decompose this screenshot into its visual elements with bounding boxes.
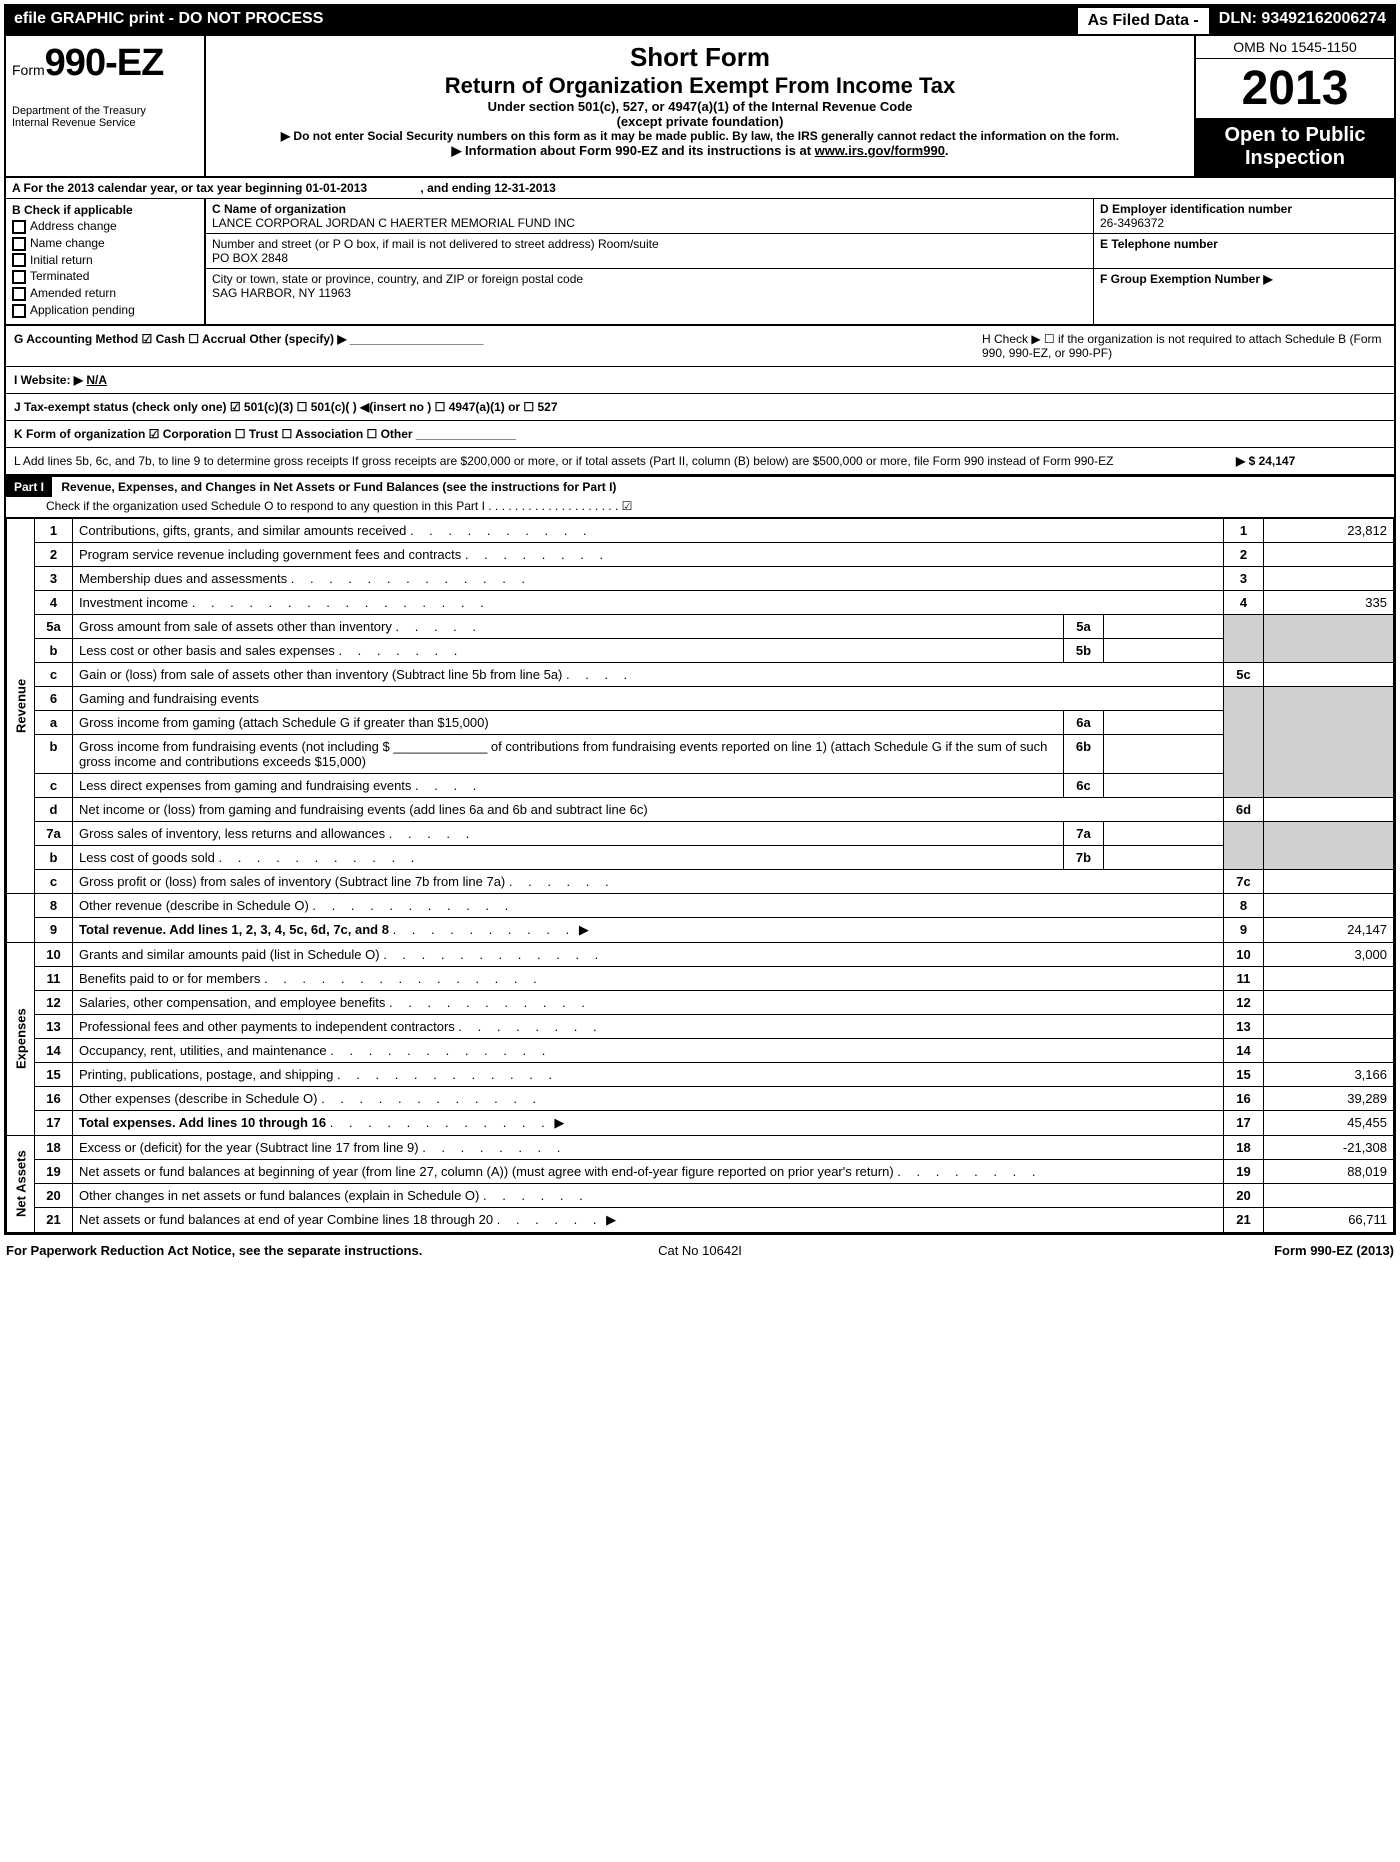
subtitle-section: Under section 501(c), 527, or 4947(a)(1)… <box>218 99 1182 114</box>
line-k: K Form of organization ☑ Corporation ☐ T… <box>6 421 1394 448</box>
website-value: N/A <box>86 373 107 387</box>
val-16: 39,289 <box>1264 1086 1394 1110</box>
header-left: Form990-EZ Department of the Treasury In… <box>6 36 206 176</box>
c-city-value: SAG HARBOR, NY 11963 <box>212 286 1087 300</box>
title-return: Return of Organization Exempt From Incom… <box>218 73 1182 99</box>
chk-address[interactable] <box>12 220 26 234</box>
chk-name[interactable] <box>12 237 26 251</box>
c-city-label: City or town, state or province, country… <box>212 272 1087 286</box>
val-1: 23,812 <box>1264 518 1394 542</box>
tax-year: 2013 <box>1196 59 1394 118</box>
part-1-label: Part I <box>6 477 52 497</box>
header: Form990-EZ Department of the Treasury In… <box>6 36 1394 178</box>
info-link[interactable]: www.irs.gov/form990 <box>815 143 945 158</box>
form-990ez: efile GRAPHIC print - DO NOT PROCESS As … <box>4 4 1396 1235</box>
line-i: I Website: ▶ N/A <box>6 367 1394 394</box>
val-18: -21,308 <box>1264 1135 1394 1159</box>
side-expenses: Expenses <box>7 942 35 1135</box>
chk-terminated[interactable] <box>12 270 26 284</box>
efile-topbar: efile GRAPHIC print - DO NOT PROCESS As … <box>6 6 1394 36</box>
c-name-label: C Name of organization <box>212 202 1087 216</box>
val-21: 66,711 <box>1264 1207 1394 1232</box>
d-ein-label: D Employer identification number <box>1100 202 1388 216</box>
c-name-value: LANCE CORPORAL JORDAN C HAERTER MEMORIAL… <box>212 216 1087 230</box>
chk-pending[interactable] <box>12 304 26 318</box>
lines-table: Revenue 1 Contributions, gifts, grants, … <box>6 518 1394 1233</box>
col-b-title: B Check if applicable <box>12 203 198 217</box>
col-b: B Check if applicable Address change Nam… <box>6 199 206 324</box>
line-a-begin: A For the 2013 calendar year, or tax yea… <box>12 181 367 195</box>
dept-treasury: Department of the Treasury <box>12 105 198 117</box>
part-1-sub: Check if the organization used Schedule … <box>6 497 1394 517</box>
subtitle-except: (except private foundation) <box>218 114 1182 129</box>
header-right: OMB No 1545-1150 2013 Open to Public Ins… <box>1194 36 1394 176</box>
part-1-header: Part I Revenue, Expenses, and Changes in… <box>6 475 1394 518</box>
footer-center: Cat No 10642I <box>469 1243 932 1258</box>
topbar-dln: DLN: 93492162006274 <box>1211 6 1394 36</box>
open-l1: Open to Public <box>1198 124 1392 147</box>
header-center: Short Form Return of Organization Exempt… <box>206 36 1194 176</box>
info-prefix: ▶ Information about Form 990-EZ and its … <box>451 143 814 158</box>
line-a-end: , and ending 12-31-2013 <box>420 181 555 195</box>
info-block: B Check if applicable Address change Nam… <box>6 199 1394 326</box>
open-inspection: Open to Public Inspection <box>1196 118 1394 176</box>
dept-irs: Internal Revenue Service <box>12 117 198 129</box>
c-addr-value: PO BOX 2848 <box>212 251 1087 265</box>
footer: For Paperwork Reduction Act Notice, see … <box>0 1239 1400 1262</box>
val-9: 24,147 <box>1264 917 1394 942</box>
form-number: 990-EZ <box>45 42 164 84</box>
val-15: 3,166 <box>1264 1062 1394 1086</box>
line-a: A For the 2013 calendar year, or tax yea… <box>6 178 1394 199</box>
f-group-label: F Group Exemption Number ▶ <box>1100 272 1388 286</box>
col-c: C Name of organization LANCE CORPORAL JO… <box>206 199 1094 324</box>
ssn-warning: ▶ Do not enter Social Security numbers o… <box>218 129 1182 143</box>
footer-right: Form 990-EZ (2013) <box>931 1243 1394 1258</box>
line-h: H Check ▶ ☐ if the organization is not r… <box>974 326 1394 366</box>
line-l: L Add lines 5b, 6c, and 7b, to line 9 to… <box>6 448 1394 475</box>
topbar-mid: As Filed Data - <box>1076 6 1211 36</box>
title-short-form: Short Form <box>218 42 1182 73</box>
topbar-left: efile GRAPHIC print - DO NOT PROCESS <box>6 6 1076 36</box>
chk-initial[interactable] <box>12 253 26 267</box>
info-link-line: ▶ Information about Form 990-EZ and its … <box>218 143 1182 159</box>
form-prefix: Form <box>12 62 45 78</box>
omb-number: OMB No 1545-1150 <box>1196 36 1394 59</box>
c-addr-label: Number and street (or P O box, if mail i… <box>212 237 1087 251</box>
open-l2: Inspection <box>1198 147 1392 170</box>
e-phone-label: E Telephone number <box>1100 237 1388 251</box>
val-4: 335 <box>1264 590 1394 614</box>
val-19: 88,019 <box>1264 1159 1394 1183</box>
side-revenue: Revenue <box>7 518 35 893</box>
val-10: 3,000 <box>1264 942 1394 966</box>
line-l-amount: ▶ $ 24,147 <box>1236 454 1386 468</box>
line-j: J Tax-exempt status (check only one) ☑ 5… <box>6 394 1394 421</box>
footer-left: For Paperwork Reduction Act Notice, see … <box>6 1243 469 1258</box>
side-netassets: Net Assets <box>7 1135 35 1232</box>
col-d: D Employer identification number 26-3496… <box>1094 199 1394 324</box>
part-1-title: Revenue, Expenses, and Changes in Net As… <box>55 477 622 497</box>
line-g: G Accounting Method ☑ Cash ☐ Accrual Oth… <box>6 326 974 366</box>
d-ein-value: 26-3496372 <box>1100 216 1388 230</box>
val-17: 45,455 <box>1264 1110 1394 1135</box>
chk-amended[interactable] <box>12 287 26 301</box>
